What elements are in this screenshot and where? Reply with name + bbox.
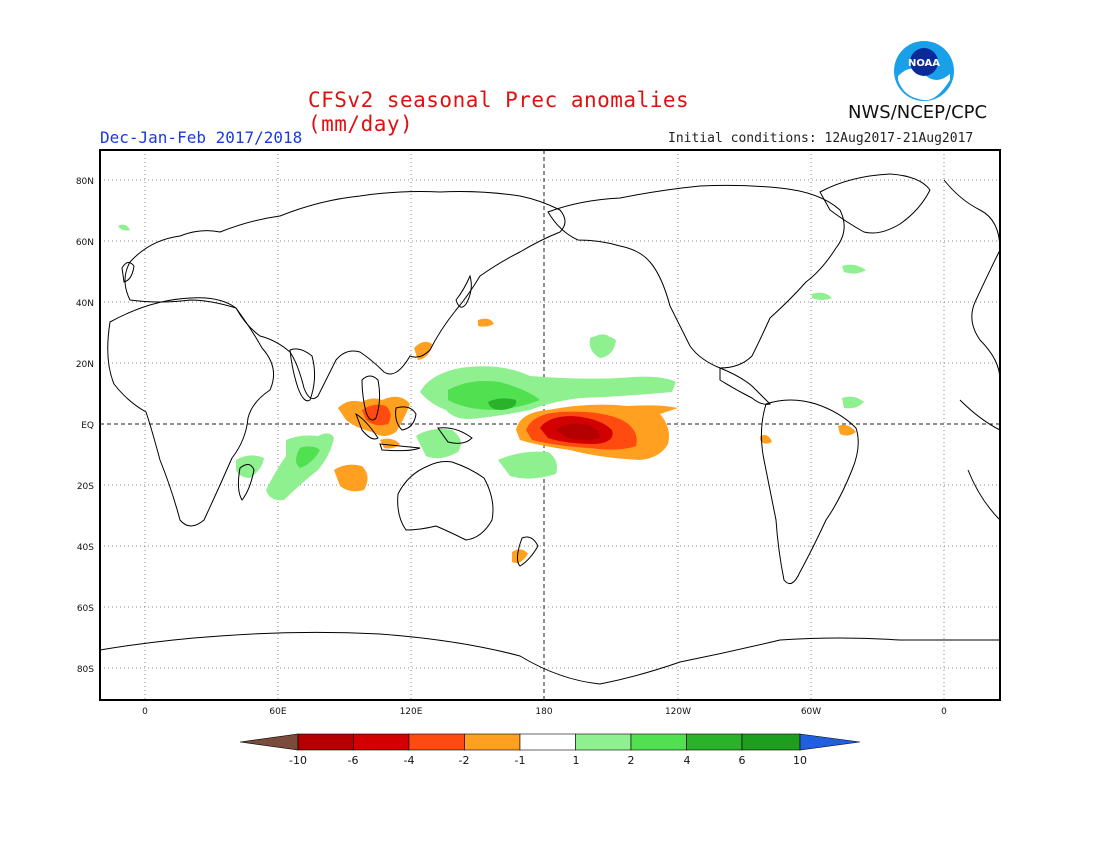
lat-label-80s: 80S [77, 665, 94, 675]
legend-arrow-high [799, 733, 861, 751]
lat-label-20s: 20S [77, 482, 94, 492]
new-zealand-outline [516, 536, 539, 567]
eurasia-east-wrap [943, 179, 1001, 381]
legend-label-neg6: -6 [348, 754, 359, 767]
noaa-logo-icon: NOAA [894, 41, 954, 101]
legend-swatch-3 [408, 733, 465, 751]
lat-label-eq: EQ [81, 421, 94, 431]
anomaly-wet-africa-east [236, 455, 264, 478]
agency-label: NWS/NCEP/CPC [848, 102, 988, 123]
legend-label-neg10: -10 [289, 754, 307, 767]
legend-swatch-8 [686, 733, 743, 751]
legend-label-1: 1 [573, 754, 580, 767]
anomaly-dry-central-pacific-peak [556, 423, 600, 440]
legend-swatch-1 [297, 733, 354, 751]
legend-swatch-9 [741, 733, 801, 751]
lat-label-40s: 40S [77, 543, 94, 553]
antarctica-outline [99, 631, 1000, 685]
anomaly-wet-atlantic-2 [812, 292, 832, 300]
se-asia-outline [361, 375, 381, 421]
central-america-outline [719, 367, 771, 405]
anomaly-wet-west-pacific-core [448, 381, 540, 410]
legend-label-10: 10 [793, 754, 807, 767]
legend-label-neg4: -4 [404, 754, 415, 767]
lon-label-0-east: 0 [941, 707, 947, 717]
africa-outline [107, 297, 275, 527]
anomaly-dry-brazil [838, 424, 856, 436]
legend-swatch-7 [630, 733, 687, 751]
anomaly-dry-japan [478, 318, 494, 327]
logo-text: NOAA [908, 58, 940, 69]
anomaly-dry-maritime-core [362, 404, 391, 426]
lon-label-180: 180 [535, 707, 552, 717]
anomaly-wet-hawaii [596, 334, 610, 343]
anomaly-dry-indian-ocean-south [334, 464, 368, 492]
legend-swatch-5 [519, 733, 576, 751]
lon-label-0: 0 [142, 707, 148, 717]
anomaly-wet-north-australia [416, 428, 461, 459]
legend-label-neg1: -1 [515, 754, 526, 767]
anomaly-dry-peru [760, 434, 772, 444]
legend-label-2: 2 [628, 754, 635, 767]
java-outline [379, 443, 421, 452]
legend-labels: -10 -6 -4 -2 -1 1 2 4 6 10 [289, 754, 807, 767]
india-outline [289, 348, 316, 402]
anomaly-dry-nz [512, 549, 528, 563]
australia-outline [397, 461, 494, 541]
anomaly-shading [118, 224, 866, 563]
legend-arrow-low [239, 733, 299, 751]
anomaly-wet-west-pacific-peak [488, 398, 517, 410]
legend-label-6: 6 [739, 754, 746, 767]
lon-label-120e: 120E [400, 707, 423, 717]
lat-label-60s: 60S [77, 604, 94, 614]
anomaly-dry-philippines [414, 341, 432, 360]
anomaly-wet-atlantic [842, 264, 866, 274]
anomaly-wet-canada [118, 224, 130, 231]
madagascar-outline [237, 464, 255, 501]
coastlines [99, 173, 1001, 685]
map-title: CFSv2 seasonal Prec anomalies (mm/day) [308, 88, 690, 136]
lat-label-80n: 80N [76, 177, 94, 187]
legend-swatch-2 [353, 733, 410, 751]
greenland-outline [819, 173, 931, 234]
initial-conditions-label: Initial conditions: 12Aug2017-21Aug2017 [668, 131, 974, 146]
season-label: Dec-Jan-Feb 2017/2018 [100, 128, 303, 147]
anomaly-dry-sumatra [380, 438, 400, 449]
lat-label-60n: 60N [76, 238, 94, 248]
map-frame [99, 149, 1001, 701]
lon-label-120w: 120W [665, 707, 691, 717]
anomaly-wet-caribbean [842, 396, 864, 409]
borneo-outline [395, 406, 417, 431]
japan-outline [455, 274, 472, 308]
south-america-outline [760, 399, 859, 585]
color-legend [239, 733, 861, 751]
legend-label-4: 4 [684, 754, 691, 767]
lon-axis: 0 60E 120E 180 120W 60W 0 [142, 707, 947, 717]
sumatra-outline [355, 412, 379, 440]
anomaly-wet-south-pacific [498, 451, 557, 479]
lat-label-40n: 40N [76, 299, 94, 309]
new-guinea-outline [437, 427, 473, 444]
uk-outline [121, 262, 135, 283]
north-america-outline [547, 184, 845, 369]
lon-label-60e: 60E [269, 707, 286, 717]
anomaly-wet-indian-ocean-core [296, 446, 320, 468]
lat-axis: 80N 60N 40N 20N EQ 20S 40S 60S 80S [76, 177, 94, 675]
lat-label-20n: 20N [76, 360, 94, 370]
legend-swatch-4 [464, 733, 521, 751]
legend-swatch-6 [575, 733, 632, 751]
lon-label-60w: 60W [801, 707, 821, 717]
legend-label-neg2: -2 [459, 754, 470, 767]
